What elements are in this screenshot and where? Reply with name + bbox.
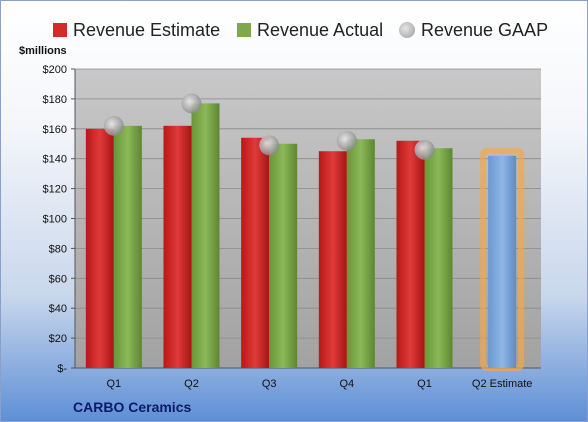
legend-swatch-actual bbox=[237, 23, 251, 37]
x-tick-label: Q2 Estimate bbox=[472, 378, 533, 390]
y-tick-label: $180 bbox=[43, 94, 67, 106]
y-tick-label: $20 bbox=[49, 333, 67, 345]
x-tick-label: Q4 bbox=[339, 378, 354, 390]
y-tick-label: $140 bbox=[43, 154, 67, 166]
y-tick-label: $120 bbox=[43, 184, 67, 196]
gaap-point bbox=[414, 139, 435, 160]
x-tick-label: Q2 bbox=[184, 378, 199, 390]
legend-label-actual: Revenue Actual bbox=[257, 19, 384, 40]
y-tick-label: $160 bbox=[43, 124, 67, 136]
legend-item-actual: Revenue Actual bbox=[237, 17, 383, 43]
y-tick-label: $40 bbox=[49, 303, 67, 315]
gaap-point bbox=[181, 93, 202, 114]
y-tick-label: $- bbox=[57, 363, 67, 375]
gaap-point bbox=[103, 115, 124, 136]
bar-estimate bbox=[318, 151, 347, 368]
x-tick-label: Q1 bbox=[106, 378, 121, 390]
bar-estimate bbox=[396, 140, 425, 368]
bar-actual bbox=[346, 139, 375, 368]
y-tick-label: $60 bbox=[49, 273, 67, 285]
y-tick-label: $80 bbox=[49, 243, 67, 255]
company-name: CARBO Ceramics bbox=[73, 399, 192, 415]
bar-actual bbox=[424, 148, 453, 368]
legend-label-gaap: Revenue GAAP bbox=[421, 19, 549, 40]
bar-estimate bbox=[163, 125, 192, 368]
y-axis-unit-label: $millions bbox=[19, 45, 67, 57]
y-tick-label: $100 bbox=[43, 214, 67, 226]
legend-item-gaap: Revenue GAAP bbox=[399, 17, 548, 43]
y-tick-label: $200 bbox=[43, 64, 67, 76]
gaap-point bbox=[336, 130, 357, 151]
bar-estimate bbox=[85, 128, 114, 368]
gaap-point bbox=[259, 135, 280, 156]
bar-actual bbox=[113, 125, 142, 368]
legend-label-estimate: Revenue Estimate bbox=[73, 19, 221, 40]
x-tick-label: Q3 bbox=[262, 378, 277, 390]
x-tick-label: Q1 bbox=[417, 378, 432, 390]
bar-actual bbox=[191, 103, 220, 368]
bar-actual bbox=[269, 143, 298, 368]
legend: Revenue Estimate Revenue Actual Revenue … bbox=[1, 17, 587, 43]
legend-swatch-estimate bbox=[53, 23, 67, 37]
legend-swatch-gaap bbox=[399, 22, 415, 38]
bar-estimate bbox=[241, 137, 270, 368]
bar-estimate-future bbox=[488, 155, 517, 368]
legend-item-estimate: Revenue Estimate bbox=[53, 17, 220, 43]
